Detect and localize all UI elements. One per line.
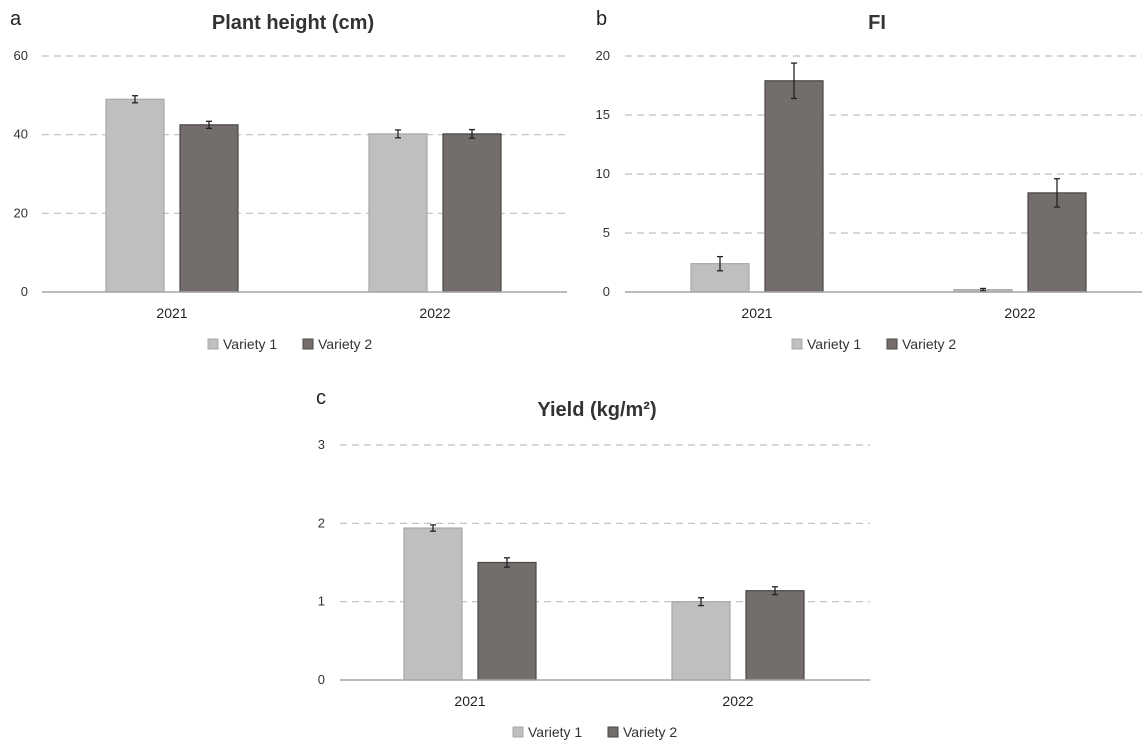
y-tick-label: 0 bbox=[603, 284, 610, 299]
legend-label-2: Variety 2 bbox=[623, 724, 677, 740]
panel-letter: a bbox=[10, 8, 22, 30]
y-tick-label: 40 bbox=[14, 127, 28, 142]
legend-swatch-1 bbox=[512, 726, 524, 738]
bar-variety-1-2022 bbox=[368, 133, 428, 293]
legend-swatch-2 bbox=[302, 338, 314, 350]
legend-label-2: Variety 2 bbox=[318, 336, 372, 352]
bar-variety-2-2021 bbox=[179, 124, 239, 293]
y-tick-label: 60 bbox=[14, 48, 28, 63]
x-tick-label: 2022 bbox=[1004, 305, 1035, 321]
legend-label-2: Variety 2 bbox=[902, 336, 956, 352]
y-tick-label: 10 bbox=[596, 166, 610, 181]
chart-title: Yield (kg/m²) bbox=[537, 399, 656, 421]
legend-swatch-2 bbox=[607, 726, 619, 738]
legend-label-1: Variety 1 bbox=[223, 336, 277, 352]
legend-swatch-1 bbox=[791, 338, 803, 350]
chart-panel-a: a Plant height (cm) 0 20 40 60 2021 2022 Variety… bbox=[10, 8, 567, 352]
legend: Variety 1 Variety 2 bbox=[791, 336, 956, 352]
bar-variety-2-2022 bbox=[745, 590, 805, 681]
chart-title: FI bbox=[868, 12, 886, 34]
x-tick-label: 2022 bbox=[722, 693, 753, 709]
chart-panel-b: b FI 0 5 10 15 20 2021 2022 Variety 1 Variety 2 bbox=[596, 8, 1142, 352]
y-tick-label: 1 bbox=[318, 594, 325, 609]
bar-variety-1-2021 bbox=[403, 527, 463, 681]
legend-swatch-2 bbox=[886, 338, 898, 350]
panel-letter: b bbox=[596, 8, 607, 30]
chart-title: Plant height (cm) bbox=[212, 12, 374, 34]
bar-variety-1-2021 bbox=[105, 98, 165, 293]
legend: Variety 1 Variety 2 bbox=[207, 336, 372, 352]
x-tick-label: 2021 bbox=[156, 305, 187, 321]
y-tick-label: 2 bbox=[318, 515, 325, 530]
legend-swatch-1 bbox=[207, 338, 219, 350]
legend: Variety 1 Variety 2 bbox=[512, 724, 677, 740]
bar-variety-2-2022 bbox=[1027, 192, 1087, 293]
y-tick-label: 5 bbox=[603, 225, 610, 240]
bar-variety-2-2021 bbox=[764, 80, 824, 293]
legend-label-1: Variety 1 bbox=[807, 336, 861, 352]
y-tick-label: 20 bbox=[596, 48, 610, 63]
y-tick-label: 15 bbox=[596, 107, 610, 122]
x-tick-label: 2021 bbox=[454, 693, 485, 709]
y-tick-label: 3 bbox=[318, 437, 325, 452]
y-tick-label: 0 bbox=[318, 672, 325, 687]
panel-letter: c bbox=[316, 387, 326, 409]
bar-variety-2-2022 bbox=[442, 133, 502, 293]
bar-variety-1-2022 bbox=[671, 601, 731, 681]
y-tick-label: 0 bbox=[21, 284, 28, 299]
x-tick-label: 2021 bbox=[741, 305, 772, 321]
bar-variety-2-2021 bbox=[477, 561, 537, 681]
x-tick-label: 2022 bbox=[419, 305, 450, 321]
legend-label-1: Variety 1 bbox=[528, 724, 582, 740]
y-tick-label: 20 bbox=[14, 205, 28, 220]
